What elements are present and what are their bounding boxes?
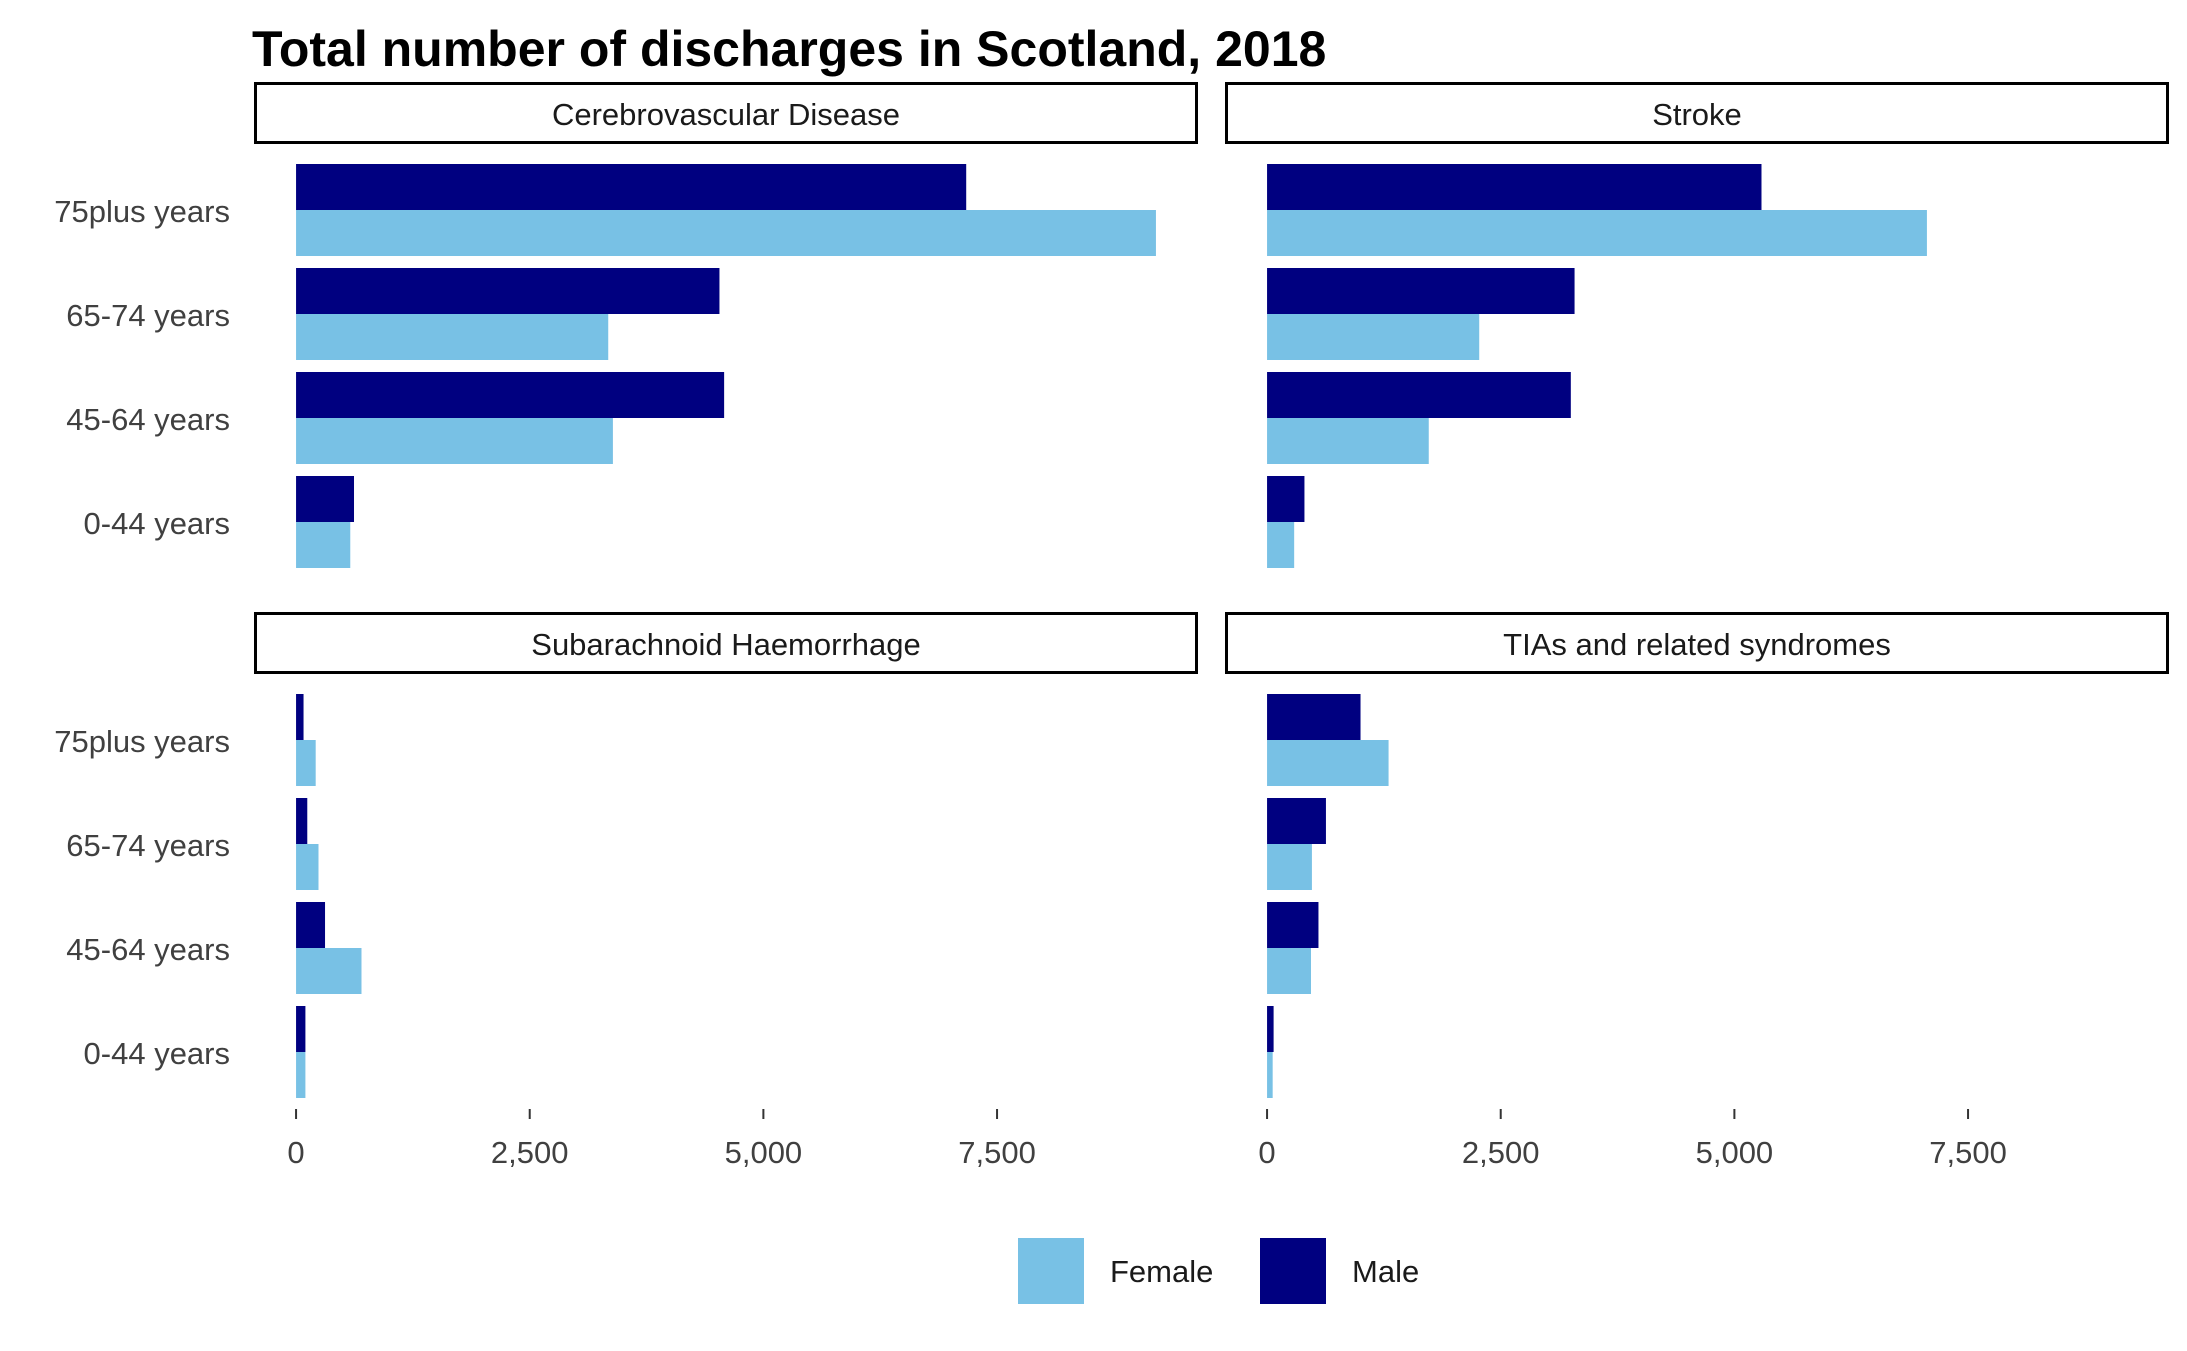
bar-stroke-45-64-years-female [1267, 418, 1429, 464]
legend-swatch-female [1018, 1238, 1084, 1304]
x-tick-label-subarachnoid-haemorrhage-0: 0 [287, 1135, 304, 1170]
bar-tias-and-related-syndromes-75plus-years-female [1267, 740, 1389, 786]
bar-subarachnoid-haemorrhage-0-44-years-male [296, 1006, 306, 1052]
facet-title-cerebrovascular-disease: Cerebrovascular Disease [552, 97, 900, 132]
bar-cerebrovascular-disease-75plus-years-female [296, 210, 1156, 256]
bar-stroke-75plus-years-male [1267, 164, 1762, 210]
bar-subarachnoid-haemorrhage-65-74-years-female [296, 844, 319, 890]
legend-swatch-male [1260, 1238, 1326, 1304]
facet-title-stroke: Stroke [1652, 97, 1742, 132]
x-tick-label-subarachnoid-haemorrhage-1: 2,500 [491, 1135, 569, 1170]
facet-strip-tias-and-related-syndromes [1225, 612, 2169, 674]
bar-cerebrovascular-disease-0-44-years-female [296, 522, 351, 568]
x-tick-label-subarachnoid-haemorrhage-2: 5,000 [725, 1135, 803, 1170]
bar-tias-and-related-syndromes-65-74-years-female [1267, 844, 1312, 890]
bar-cerebrovascular-disease-65-74-years-female [296, 314, 609, 360]
bar-tias-and-related-syndromes-0-44-years-male [1267, 1006, 1274, 1052]
bar-tias-and-related-syndromes-45-64-years-female [1267, 948, 1311, 994]
legend-item-female: Female [1018, 1238, 1213, 1304]
bar-cerebrovascular-disease-0-44-years-male [296, 476, 355, 522]
bar-subarachnoid-haemorrhage-65-74-years-male [296, 798, 308, 844]
x-tick-label-subarachnoid-haemorrhage-3: 7,500 [958, 1135, 1036, 1170]
facet-strip-stroke [1225, 82, 2169, 144]
bar-subarachnoid-haemorrhage-45-64-years-male [296, 902, 326, 948]
y-tick-label-subarachnoid-haemorrhage-65-74-years: 65-74 years [66, 828, 230, 863]
bar-subarachnoid-haemorrhage-0-44-years-female [296, 1052, 306, 1098]
legend-item-male: Male [1260, 1238, 1419, 1304]
bar-tias-and-related-syndromes-45-64-years-male [1267, 902, 1319, 948]
bar-stroke-75plus-years-female [1267, 210, 1927, 256]
y-tick-label-cerebrovascular-disease-65-74-years: 65-74 years [66, 298, 230, 333]
legend: Female Male [1018, 1238, 1419, 1304]
bar-stroke-65-74-years-male [1267, 268, 1575, 314]
y-tick-label-cerebrovascular-disease-45-64-years: 45-64 years [66, 402, 230, 437]
facet-panel-tias-and-related-syndromes: TIAs and related syndromes 0 2,500 5,000 7,5… [1225, 612, 2169, 1170]
x-tick-label-tias-and-related-syndromes-1: 2,500 [1462, 1135, 1540, 1170]
bar-cerebrovascular-disease-75plus-years-male [296, 164, 967, 210]
chart-title: Total number of discharges in Scotland, … [252, 21, 1326, 77]
bar-stroke-45-64-years-male [1267, 372, 1571, 418]
facet-panel-subarachnoid-haemorrhage: Subarachnoid Haemorrhage 0-44 years 45-64 … [54, 612, 1198, 1170]
facet-title-subarachnoid-haemorrhage: Subarachnoid Haemorrhage [531, 627, 920, 662]
y-tick-label-subarachnoid-haemorrhage-75plus-years: 75plus years [54, 724, 230, 759]
bar-subarachnoid-haemorrhage-75plus-years-female [296, 740, 316, 786]
plot-layer: Cerebrovascular Disease 0-44 years 45-64 y… [54, 82, 2169, 1170]
facet-strip-subarachnoid-haemorrhage [254, 612, 1198, 674]
bar-tias-and-related-syndromes-75plus-years-male [1267, 694, 1361, 740]
y-tick-label-cerebrovascular-disease-0-44-years: 0-44 years [84, 506, 230, 541]
x-tick-label-tias-and-related-syndromes-3: 7,500 [1929, 1135, 2007, 1170]
y-tick-label-cerebrovascular-disease-75plus-years: 75plus years [54, 194, 230, 229]
bar-subarachnoid-haemorrhage-75plus-years-male [296, 694, 304, 740]
facet-title-tias-and-related-syndromes: TIAs and related syndromes [1503, 627, 1891, 662]
facet-panel-cerebrovascular-disease: Cerebrovascular Disease 0-44 years 45-64 y… [54, 82, 1198, 568]
y-tick-label-subarachnoid-haemorrhage-45-64-years: 45-64 years [66, 932, 230, 967]
x-tick-label-tias-and-related-syndromes-0: 0 [1258, 1135, 1275, 1170]
legend-label-female: Female [1110, 1254, 1213, 1289]
bar-cerebrovascular-disease-65-74-years-male [296, 268, 720, 314]
x-tick-label-tias-and-related-syndromes-2: 5,000 [1696, 1135, 1774, 1170]
y-tick-label-subarachnoid-haemorrhage-0-44-years: 0-44 years [84, 1036, 230, 1071]
facet-panel-stroke: Stroke [1225, 82, 2169, 568]
bar-cerebrovascular-disease-45-64-years-female [296, 418, 613, 464]
bar-subarachnoid-haemorrhage-45-64-years-female [296, 948, 362, 994]
legend-label-male: Male [1352, 1254, 1419, 1289]
bar-stroke-65-74-years-female [1267, 314, 1480, 360]
bar-tias-and-related-syndromes-65-74-years-male [1267, 798, 1326, 844]
bar-stroke-0-44-years-female [1267, 522, 1295, 568]
bar-tias-and-related-syndromes-0-44-years-female [1267, 1052, 1273, 1098]
bar-cerebrovascular-disease-45-64-years-male [296, 372, 725, 418]
bar-stroke-0-44-years-male [1267, 476, 1305, 522]
facet-strip-cerebrovascular-disease [254, 82, 1198, 144]
